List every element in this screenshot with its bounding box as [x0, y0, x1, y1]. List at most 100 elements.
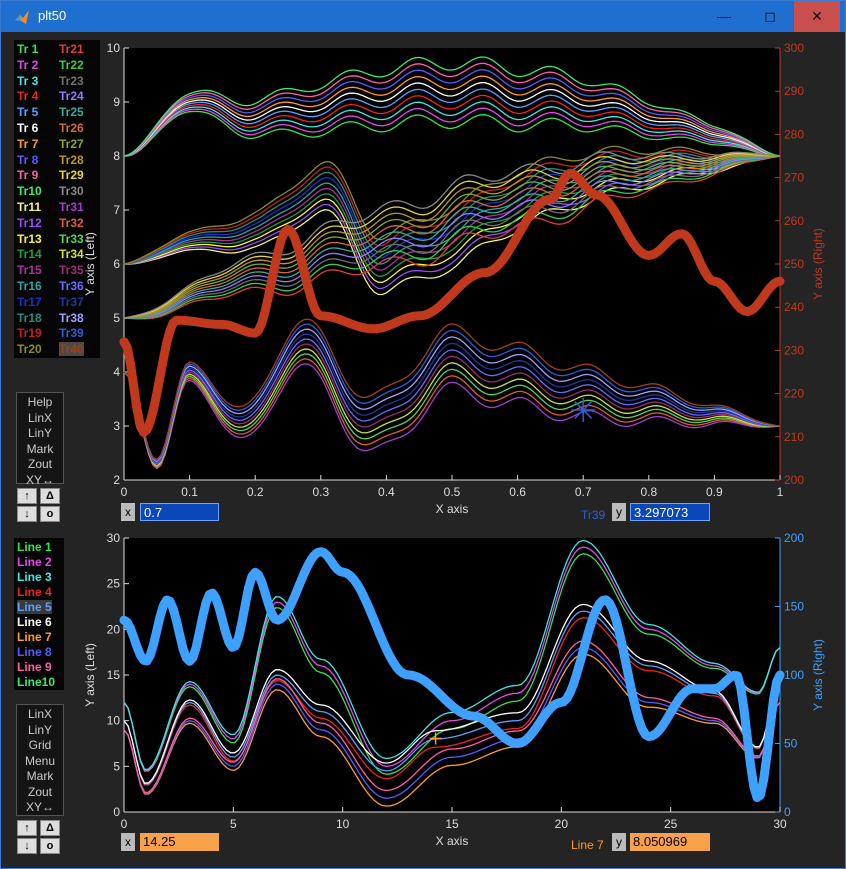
bottom-zoom-out-button[interactable]: o: [40, 838, 60, 854]
top-legend-item[interactable]: Tr40: [59, 342, 84, 357]
top-legend-item[interactable]: Tr33: [59, 231, 84, 246]
top-legend-item[interactable]: Tr20: [17, 342, 42, 357]
bottom-legend-item[interactable]: Line 1: [17, 540, 52, 554]
bottom-legend-item[interactable]: Line 9: [17, 660, 52, 674]
top-legend-item[interactable]: Tr17: [17, 294, 42, 309]
series-line[interactable]: [123, 603, 781, 784]
top-menu-item-liny[interactable]: LinY: [27, 426, 53, 440]
series-line[interactable]: [123, 155, 781, 320]
cursor-marker[interactable]: [571, 397, 596, 422]
top-legend-item[interactable]: Tr16: [17, 279, 42, 293]
series-line[interactable]: [124, 110, 781, 158]
series-line[interactable]: [123, 358, 781, 469]
top-legend-item[interactable]: Tr 1: [17, 42, 39, 56]
bottom-menu-item-grid[interactable]: Grid: [28, 738, 52, 752]
top-legend-item[interactable]: Tr15: [17, 263, 42, 278]
top-legend-item[interactable]: Tr27: [59, 136, 84, 151]
bottom-menu-item-zout[interactable]: Zout: [27, 784, 52, 799]
top-up-arrow-button[interactable]: ↑: [17, 488, 37, 504]
bottom-delta-button[interactable]: Δ: [40, 820, 60, 836]
series-line[interactable]: [123, 546, 781, 771]
top-menu-item-zout[interactable]: Zout: [27, 457, 52, 471]
series-line[interactable]: [123, 155, 781, 320]
series-line[interactable]: [123, 101, 781, 157]
series-line[interactable]: [123, 94, 780, 157]
top-legend-item[interactable]: Tr 8: [17, 152, 39, 167]
series-line[interactable]: [123, 353, 781, 468]
bottom-up-arrow-button[interactable]: ↑: [17, 820, 37, 836]
top-legend-item[interactable]: Tr30: [59, 184, 84, 199]
top-legend-item[interactable]: Tr29: [59, 168, 84, 183]
series-line[interactable]: [123, 82, 781, 157]
top-zoom-out-button[interactable]: o: [40, 506, 60, 522]
cursor-marker[interactable]: [429, 732, 442, 745]
top-legend-item[interactable]: Tr10: [17, 184, 42, 199]
top-legend-item[interactable]: Tr37: [59, 294, 84, 309]
top-legend-item[interactable]: Tr 9: [17, 168, 39, 183]
top-legend-item[interactable]: Tr 5: [17, 105, 39, 120]
bottom-menu-item-menu[interactable]: Menu: [24, 753, 56, 768]
bottom-y-value[interactable]: 8.050969: [630, 833, 710, 851]
top-legend-item[interactable]: Tr 3: [17, 73, 39, 88]
top-legend-item[interactable]: Tr 7: [17, 136, 39, 151]
bottom-down-arrow-button[interactable]: ↓: [17, 838, 37, 854]
top-legend-item[interactable]: Tr18: [17, 310, 42, 325]
series-line[interactable]: [123, 151, 781, 319]
series-line[interactable]: [123, 155, 781, 319]
bottom-legend-item[interactable]: Line 2: [17, 555, 52, 569]
top-legend-item[interactable]: Tr 4: [17, 89, 39, 104]
series-line[interactable]: [124, 155, 781, 283]
top-legend-item[interactable]: Tr21: [59, 42, 84, 56]
top-legend-item[interactable]: Tr13: [17, 231, 42, 246]
top-x-value[interactable]: 0.7: [140, 503, 219, 521]
close-button[interactable]: ✕: [794, 1, 840, 32]
top-delta-button[interactable]: Δ: [40, 488, 60, 504]
series-line[interactable]: [123, 318, 781, 461]
top-legend-item[interactable]: Tr 6: [17, 121, 39, 135]
bottom-legend-item[interactable]: Line 7: [17, 630, 52, 644]
series-line[interactable]: [123, 155, 781, 319]
bottom-legend-item[interactable]: Line 6: [17, 615, 52, 629]
series-line[interactable]: [123, 152, 781, 319]
top-menu-item-help[interactable]: Help: [27, 395, 53, 409]
series-line[interactable]: [123, 343, 780, 466]
series-line[interactable]: [123, 617, 781, 786]
series-line[interactable]: [123, 155, 781, 319]
top-y-value[interactable]: 3.297073: [630, 503, 710, 521]
series-line[interactable]: [123, 640, 781, 793]
bottom-menu-item-mark[interactable]: Mark: [26, 769, 54, 783]
bottom-menu-item-xy[interactable]: XY↔: [25, 800, 54, 814]
minimize-button[interactable]: —: [717, 8, 731, 24]
top-legend-item[interactable]: Tr36: [59, 279, 84, 293]
series-line[interactable]: [123, 62, 781, 157]
top-legend-item[interactable]: Tr19: [17, 326, 42, 341]
top-legend-item[interactable]: Tr24: [59, 89, 84, 104]
bottom-menu-item-liny[interactable]: LinY: [27, 722, 53, 737]
bottom-legend-item[interactable]: Line 8: [17, 645, 52, 659]
series-line-thick[interactable]: [119, 547, 785, 802]
bottom-legend-item[interactable]: Line10: [17, 675, 56, 689]
series-line[interactable]: [123, 107, 781, 157]
top-menu-item-linx[interactable]: LinX: [27, 410, 53, 425]
series-line[interactable]: [124, 155, 781, 319]
maximize-button[interactable]: ◻: [764, 8, 776, 24]
top-menu-item-xy[interactable]: XY↔: [25, 472, 54, 487]
series-line[interactable]: [123, 539, 781, 771]
series-line[interactable]: [123, 333, 781, 464]
top-legend-item[interactable]: Tr26: [59, 121, 84, 135]
bottom-legend-item[interactable]: Line 5: [17, 600, 52, 614]
bottom-x-value[interactable]: 14.25: [140, 833, 219, 851]
top-legend-item[interactable]: Tr39: [59, 326, 84, 341]
top-legend-item[interactable]: Tr 2: [17, 57, 39, 72]
top-legend-item[interactable]: Tr38: [59, 310, 84, 325]
series-line[interactable]: [123, 154, 781, 319]
series-line[interactable]: [123, 155, 781, 277]
top-legend-item[interactable]: Tr35: [59, 263, 84, 278]
series-line[interactable]: [123, 610, 781, 785]
top-legend-item[interactable]: Tr25: [59, 105, 84, 120]
top-legend-item[interactable]: Tr31: [59, 200, 84, 214]
bottom-legend-item[interactable]: Line 3: [17, 570, 52, 584]
series-line[interactable]: [123, 56, 781, 157]
series-line[interactable]: [123, 348, 781, 467]
top-down-arrow-button[interactable]: ↓: [17, 506, 37, 522]
